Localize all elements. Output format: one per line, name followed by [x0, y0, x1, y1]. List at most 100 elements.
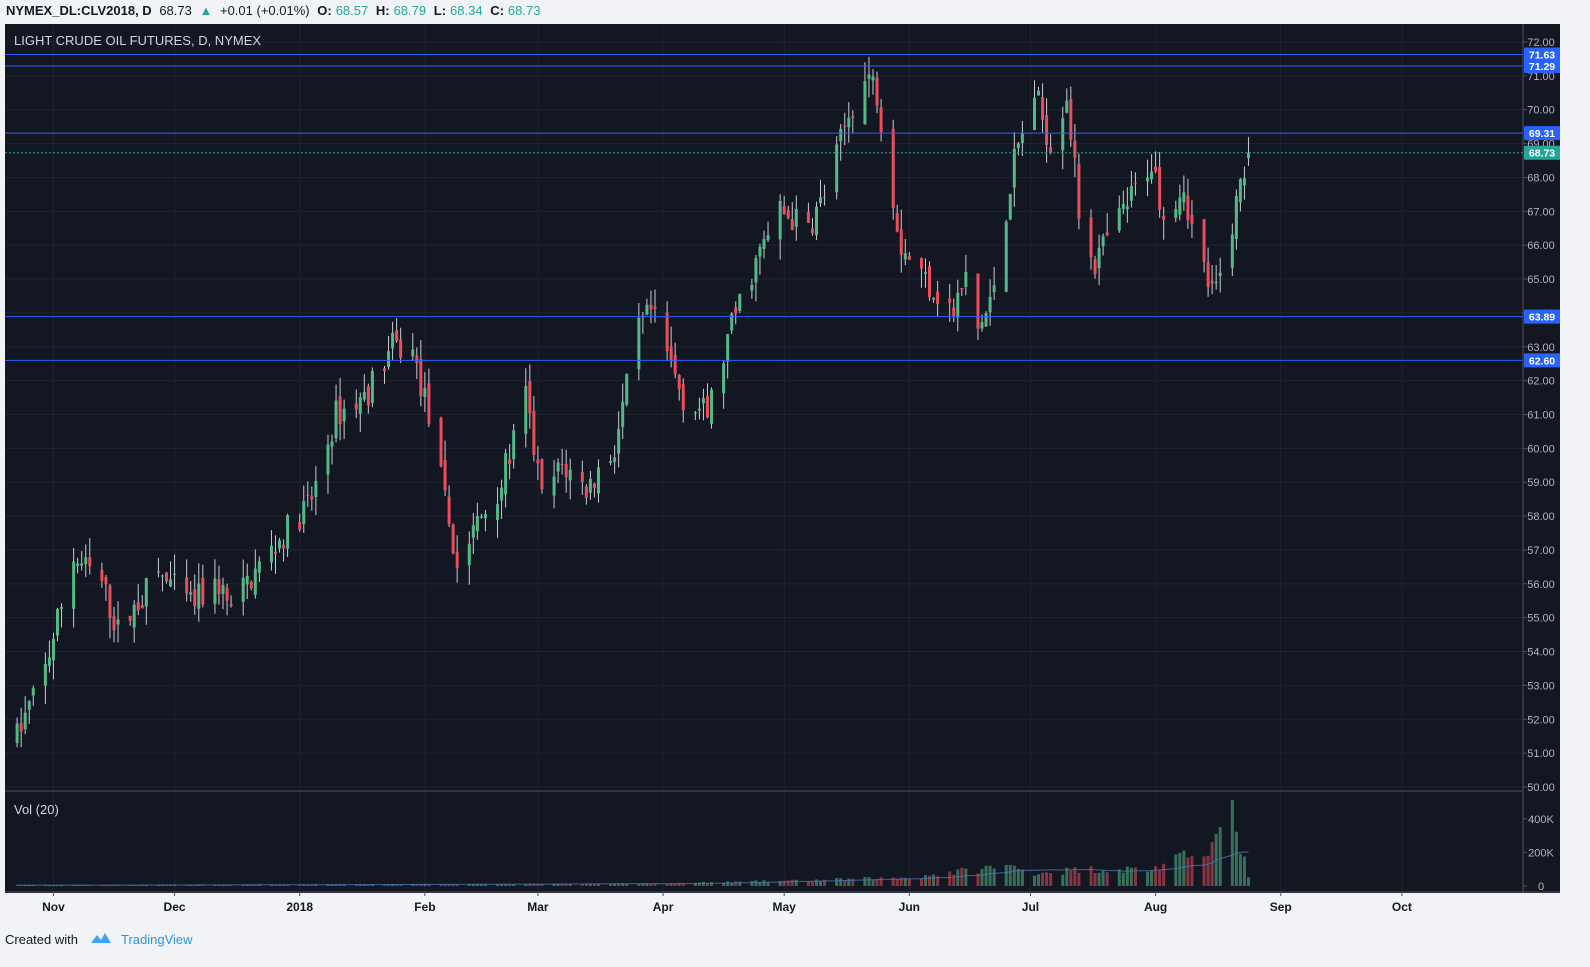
candle-body	[1234, 195, 1238, 240]
volume-bar	[819, 880, 823, 886]
candle-body	[726, 334, 730, 362]
candle-body	[479, 516, 483, 518]
time-tick-label[interactable]: Mar	[527, 900, 549, 914]
volume-bar	[1069, 870, 1073, 886]
volume-bar	[427, 884, 431, 886]
price-tick-label[interactable]: 51.00	[1527, 748, 1555, 760]
tradingview-logo-icon	[90, 930, 112, 952]
time-axis[interactable]: Nov Dec 2018 Feb Mar Apr May Jun Jul Aug Sep Oct	[5, 892, 1560, 919]
price-tick-label[interactable]: 61.00	[1527, 410, 1555, 422]
price-tick-label[interactable]: 60.00	[1527, 443, 1555, 455]
candle-body	[80, 563, 84, 566]
candle-body	[697, 408, 701, 411]
candle-body	[447, 496, 451, 525]
price-tick-label[interactable]: 71.00	[1527, 71, 1555, 83]
candle-body	[936, 291, 940, 305]
time-tick-label[interactable]: Aug	[1144, 900, 1167, 914]
volume-bar	[1206, 855, 1210, 886]
volume-tick-label[interactable]: 200K	[1528, 847, 1554, 859]
price-tick-label[interactable]: 67.00	[1527, 206, 1555, 218]
time-tick-label[interactable]: Dec	[164, 900, 186, 914]
price-tick-label[interactable]: 66.00	[1527, 240, 1555, 252]
volume-bar	[843, 880, 847, 886]
volume-bar	[471, 884, 475, 886]
time-tick-label[interactable]: Oct	[1392, 900, 1412, 914]
candle-body	[980, 322, 984, 329]
candle-body	[1037, 90, 1041, 96]
time-tick-label[interactable]: 2018	[286, 900, 313, 914]
price-tick-label[interactable]: 68.00	[1527, 172, 1555, 184]
price-tick-label[interactable]: 50.00	[1527, 782, 1555, 794]
candle-body	[1230, 234, 1234, 268]
time-tick-label[interactable]: May	[773, 900, 797, 914]
candle-body	[1190, 214, 1194, 225]
volume-bar	[1129, 867, 1133, 886]
volume-bar	[923, 875, 927, 886]
volume-bar	[112, 885, 116, 887]
candle-body	[88, 557, 92, 567]
price-tick-label[interactable]: 55.00	[1527, 613, 1555, 625]
price-tick-label[interactable]: 54.00	[1527, 647, 1555, 659]
candle-body	[681, 384, 685, 411]
candle-body	[863, 81, 867, 125]
volume-bar	[451, 884, 455, 886]
candle-body	[1174, 209, 1178, 218]
price-tick-label[interactable]: 57.00	[1527, 545, 1555, 557]
candle-body	[23, 712, 27, 730]
candle-body	[875, 77, 879, 106]
candle-body	[1012, 148, 1016, 188]
candle-body	[19, 722, 23, 732]
price-tick-label[interactable]: 58.00	[1527, 511, 1555, 523]
high-value: 68.79	[393, 3, 427, 18]
time-tick-label[interactable]: Jul	[1022, 900, 1039, 914]
price-tick-label[interactable]: 52.00	[1527, 714, 1555, 726]
volume-bar	[879, 877, 883, 886]
price-tick-label[interactable]: 59.00	[1527, 477, 1555, 489]
symbol-name[interactable]: NYMEX_DL:CLV2018, D	[6, 3, 152, 18]
volume-tick-label[interactable]: 0	[1538, 881, 1544, 893]
volume-bar	[193, 885, 197, 887]
candle-body	[592, 483, 596, 488]
time-tick-label[interactable]: Jun	[899, 900, 920, 914]
volume-bar	[27, 885, 31, 887]
time-tick-label[interactable]: Feb	[414, 900, 435, 914]
candle-body	[144, 578, 148, 607]
price-tick-label[interactable]: 70.00	[1527, 105, 1555, 117]
level-tag-label: 63.89	[1529, 312, 1555, 324]
tradingview-link[interactable]: TradingView	[121, 932, 193, 947]
candle-body	[722, 363, 726, 394]
time-tick-label[interactable]: Nov	[42, 900, 65, 914]
candle-body	[1133, 182, 1137, 184]
price-axis[interactable]: 50.00 51.00 52.00 53.00 54.00 55.00 56.00 57.00…	[1523, 37, 1555, 794]
volume-bar	[705, 882, 709, 886]
price-tick-label[interactable]: 65.00	[1527, 274, 1555, 286]
candle-body	[366, 386, 370, 406]
volume-axis[interactable]: 0 200K 400K	[1523, 814, 1555, 893]
time-tick-label[interactable]: Apr	[653, 900, 674, 914]
volume-bar	[786, 880, 790, 886]
volume-bar	[653, 883, 657, 886]
time-tick-label[interactable]: Sep	[1270, 900, 1292, 914]
candle-body	[1238, 179, 1242, 203]
candle-body	[512, 430, 516, 460]
volume-bar	[669, 882, 673, 886]
volume-bar	[964, 868, 968, 886]
price-tick-label[interactable]: 53.00	[1527, 680, 1555, 692]
price-tick-label[interactable]: 56.00	[1527, 579, 1555, 591]
price-chart[interactable]: 50.00 51.00 52.00 53.00 54.00 55.00 56.00 57.00…	[5, 24, 1560, 919]
candle-body	[580, 472, 584, 482]
volume-bar	[552, 883, 556, 886]
volume-bar	[778, 880, 782, 886]
candle-body	[738, 293, 742, 311]
high-label: H:	[375, 3, 390, 18]
horizontal-levels[interactable]	[5, 54, 1523, 361]
price-tick-label[interactable]: 62.00	[1527, 376, 1555, 388]
candle-body	[532, 410, 536, 455]
price-tick-label[interactable]: 63.00	[1527, 342, 1555, 354]
candle-body	[693, 412, 697, 414]
volume-bar	[665, 884, 669, 886]
volume-tick-label[interactable]: 400K	[1528, 814, 1554, 826]
low-label: L:	[433, 3, 447, 18]
price-tick-label[interactable]: 72.00	[1527, 37, 1555, 49]
candle-body	[1073, 140, 1077, 158]
